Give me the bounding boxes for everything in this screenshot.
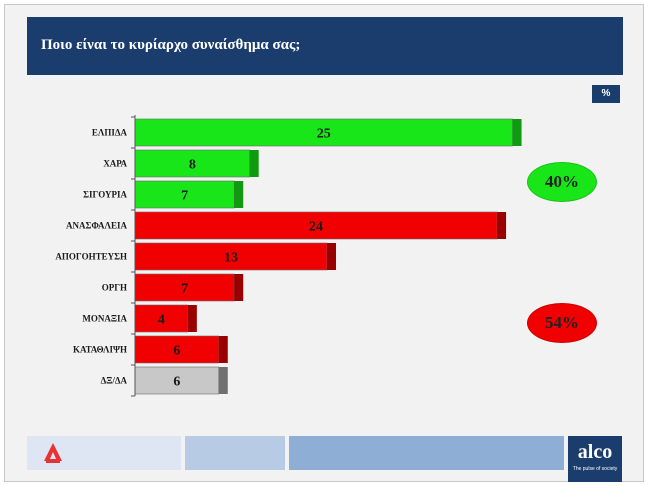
- category-label: ΜΟΝΑΞΙΑ: [82, 314, 127, 324]
- alpha-tv-logo-icon: [44, 443, 62, 463]
- bar: [134, 149, 250, 178]
- chart-title: Ποιο είναι το κυρίαρχο συναίσθημα σας;: [41, 37, 301, 53]
- title-bar: Ποιο είναι το κυρίαρχο συναίσθημα σας;: [27, 17, 623, 75]
- bar-side: [234, 181, 244, 208]
- unit-badge: %: [592, 85, 620, 103]
- bar-side: [249, 150, 259, 177]
- bar: [134, 304, 189, 333]
- bar-value-label: 7: [181, 282, 188, 297]
- bar: [134, 211, 498, 240]
- category-label: ΕΛΠΙΔΑ: [92, 128, 128, 138]
- category-label: ΣΙΓΟΥΡΙΑ: [83, 190, 127, 200]
- alco-logo: alco The pulse of society: [568, 436, 622, 482]
- bar-side: [512, 119, 522, 146]
- bar-side: [187, 305, 197, 332]
- bar-value-label: 6: [173, 344, 180, 359]
- category-label: ΚΑΤΑΘΛΙΨΗ: [73, 345, 127, 355]
- bar-value-label: 8: [189, 158, 196, 173]
- bar-side: [327, 243, 336, 270]
- alco-logo-tagline: The pulse of society: [572, 466, 618, 472]
- bar: [134, 242, 328, 271]
- category-label: ΟΡΓΗ: [102, 283, 127, 293]
- positive-total-badge: 40%: [527, 162, 597, 202]
- bar-side: [218, 367, 228, 394]
- bar-chart: 25 ΕΛΠΙΔΑ 8 ΧΑΡΑ 7 ΣΙΓΟΥΡΙΑ 24 ΑΝΑΣΦΑΛΕΙΑ 13 ΑΠΟΓ…: [55, 115, 522, 397]
- bar-value-label: 4: [158, 313, 165, 328]
- bar-side: [497, 212, 507, 239]
- bar-value-label: 25: [317, 127, 331, 142]
- bar-value-label: 13: [224, 251, 238, 266]
- bar-side: [218, 336, 228, 363]
- category-label: ΧΑΡΑ: [103, 159, 127, 169]
- footer-segment-1: [27, 436, 181, 470]
- bar-value-label: 24: [309, 220, 323, 235]
- slide: Ποιο είναι το κυρίαρχο συναίσθημα σας; %…: [4, 4, 644, 482]
- bar: [134, 180, 235, 209]
- bar: [134, 366, 220, 395]
- negative-total-badge: 54%: [527, 303, 597, 343]
- bar-value-label: 7: [181, 189, 188, 204]
- category-label: ΑΝΑΣΦΑΛΕΙΑ: [66, 221, 128, 231]
- footer-segment-3: [289, 436, 564, 470]
- alco-logo-text: alco: [577, 441, 613, 463]
- footer-segment-2: [185, 436, 285, 470]
- bar-value-label: 6: [173, 375, 180, 390]
- category-label: ΔΞ/ΔΑ: [101, 376, 128, 386]
- bar-side: [234, 274, 244, 301]
- category-label: ΑΠΟΓΟΗΤΕΥΣΗ: [55, 252, 127, 262]
